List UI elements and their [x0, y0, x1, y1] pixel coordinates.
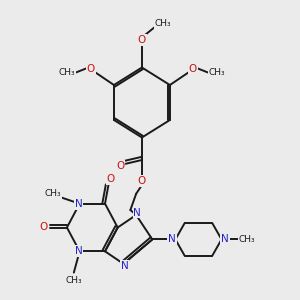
Text: N: N: [168, 234, 176, 244]
Text: N: N: [75, 199, 82, 209]
Text: O: O: [40, 223, 48, 232]
Text: CH₃: CH₃: [58, 68, 75, 77]
Text: O: O: [138, 176, 146, 186]
Text: O: O: [189, 64, 197, 74]
Text: N: N: [134, 208, 141, 218]
Text: N: N: [75, 246, 82, 256]
Text: CH₃: CH₃: [209, 68, 226, 77]
Text: CH₃: CH₃: [45, 189, 61, 198]
Text: N: N: [121, 261, 128, 271]
Text: CH₃: CH₃: [238, 235, 255, 244]
Text: O: O: [106, 174, 115, 184]
Text: O: O: [87, 64, 95, 74]
Text: CH₃: CH₃: [154, 19, 171, 28]
Text: CH₃: CH₃: [65, 276, 82, 285]
Text: O: O: [138, 35, 146, 45]
Text: O: O: [116, 161, 124, 171]
Text: N: N: [221, 234, 229, 244]
